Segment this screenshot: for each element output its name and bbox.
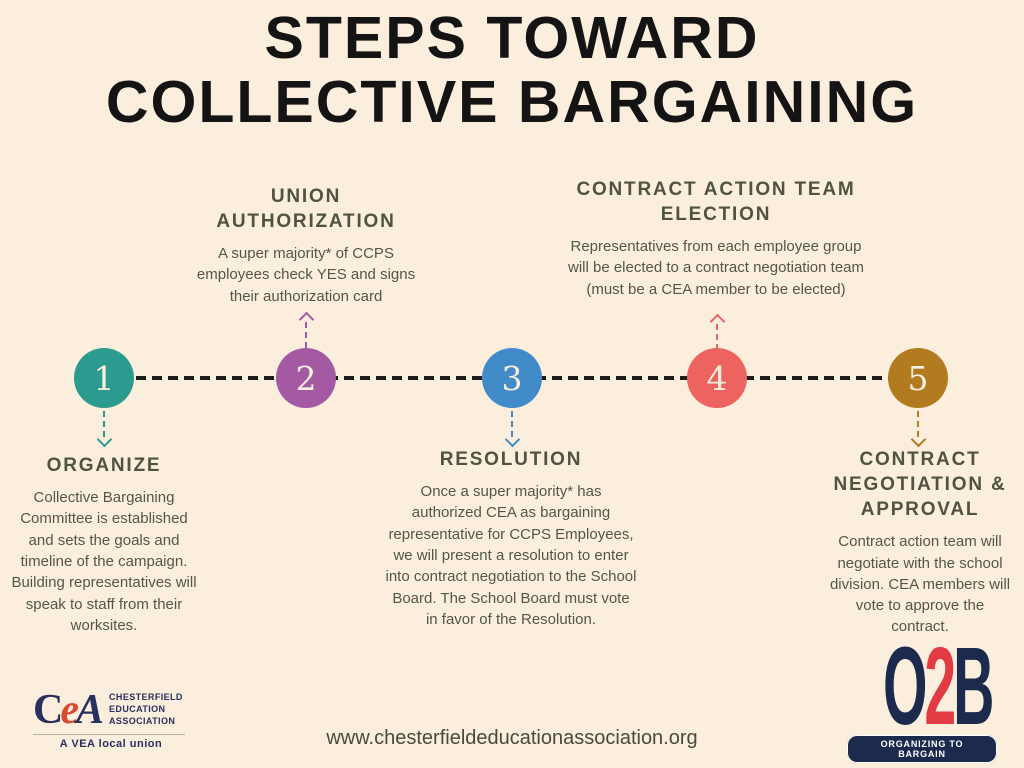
cea-logo-row: CeA CHESTERFIELD EDUCATION ASSOCIATION bbox=[33, 687, 189, 733]
step-1-label: ORGANIZE Collective Bargaining Committee… bbox=[6, 453, 202, 636]
cea-org-line3: ASSOCIATION bbox=[109, 715, 176, 726]
arrow-shaft bbox=[511, 411, 513, 437]
step-4-up-arrow bbox=[709, 313, 726, 350]
o2b-digit-2: 2 bbox=[924, 625, 956, 748]
arrow-shaft bbox=[305, 322, 307, 348]
arrow-head-icon bbox=[96, 431, 113, 448]
step-3-label: RESOLUTION Once a super majority* has au… bbox=[385, 447, 637, 630]
cea-org-line1: CHESTERFIELD bbox=[109, 692, 183, 703]
cea-tagline: A VEA local union bbox=[59, 738, 163, 750]
cea-letter-e: e bbox=[60, 687, 79, 733]
step-5-label: CONTRACT NEGOTIATION & APPROVAL Contract… bbox=[825, 447, 1015, 638]
step-1-down-arrow bbox=[96, 411, 113, 448]
arrow-shaft bbox=[103, 411, 105, 437]
page-title-line1: STEPS TOWARD bbox=[264, 5, 760, 71]
step-1-number: 1 bbox=[93, 358, 115, 398]
step-4-heading: CONTRACT ACTION TEAM ELECTION bbox=[576, 179, 856, 226]
step-3-description: Once a super majority* has authorized CE… bbox=[385, 483, 637, 628]
step-3-down-arrow bbox=[504, 411, 521, 448]
step-2-circle: 2 bbox=[276, 348, 336, 408]
arrow-shaft bbox=[716, 324, 718, 350]
step-1-circle: 1 bbox=[74, 348, 134, 408]
page-title: STEPS TOWARD COLLECTIVE BARGAINING bbox=[0, 6, 1024, 134]
step-5-down-arrow bbox=[910, 411, 927, 448]
arrow-head-icon bbox=[910, 431, 927, 448]
cea-letter-a: A bbox=[76, 687, 104, 733]
step-4-circle: 4 bbox=[687, 348, 747, 408]
step-1-heading: ORGANIZE bbox=[46, 455, 162, 476]
arrow-shaft bbox=[917, 411, 919, 437]
cea-org-line2: EDUCATION bbox=[109, 704, 166, 715]
step-2-heading: UNION AUTHORIZATION bbox=[216, 186, 396, 233]
o2b-logo-letters: O2B bbox=[883, 632, 994, 742]
step-5-circle: 5 bbox=[888, 348, 948, 408]
step-2-label: UNION AUTHORIZATION A super majority* of… bbox=[184, 184, 428, 307]
arrow-head-icon bbox=[298, 311, 315, 328]
o2b-tagline-badge: ORGANIZING TO BARGAIN bbox=[847, 735, 997, 763]
step-5-heading: CONTRACT NEGOTIATION & APPROVAL bbox=[833, 449, 1007, 521]
website-url: www.chesterfieldeducationassociation.org bbox=[326, 727, 698, 749]
step-4-label: CONTRACT ACTION TEAM ELECTION Representa… bbox=[566, 177, 866, 300]
step-2-up-arrow bbox=[298, 311, 315, 348]
step-3-circle: 3 bbox=[482, 348, 542, 408]
step-3-number: 3 bbox=[501, 358, 523, 398]
cea-org-name: CHESTERFIELD EDUCATION ASSOCIATION bbox=[109, 692, 183, 727]
page-title-line2: COLLECTIVE BARGAINING bbox=[105, 69, 919, 135]
step-3-heading: RESOLUTION bbox=[439, 449, 583, 470]
o2b-letter-b: B bbox=[953, 625, 994, 748]
step-2-description: A super majority* of CCPS employees chec… bbox=[196, 245, 416, 305]
o2b-logo: O2B ORGANIZING TO BARGAIN bbox=[847, 632, 997, 763]
o2b-letter-o: O bbox=[883, 625, 927, 748]
cea-divider bbox=[33, 734, 185, 735]
step-2-number: 2 bbox=[295, 358, 317, 398]
arrow-head-icon bbox=[504, 431, 521, 448]
step-4-number: 4 bbox=[706, 358, 728, 398]
step-5-number: 5 bbox=[907, 358, 929, 398]
step-1-description: Collective Bargaining Committee is estab… bbox=[11, 489, 197, 634]
cea-letter-c: C bbox=[33, 687, 63, 733]
cea-logo: CeA CHESTERFIELD EDUCATION ASSOCIATION A… bbox=[33, 687, 189, 750]
step-5-description: Contract action team will negotiate with… bbox=[829, 533, 1011, 636]
cea-logo-mark: CeA bbox=[33, 687, 104, 733]
arrow-head-icon bbox=[709, 313, 726, 330]
step-4-description: Representatives from each employee group… bbox=[567, 238, 864, 298]
